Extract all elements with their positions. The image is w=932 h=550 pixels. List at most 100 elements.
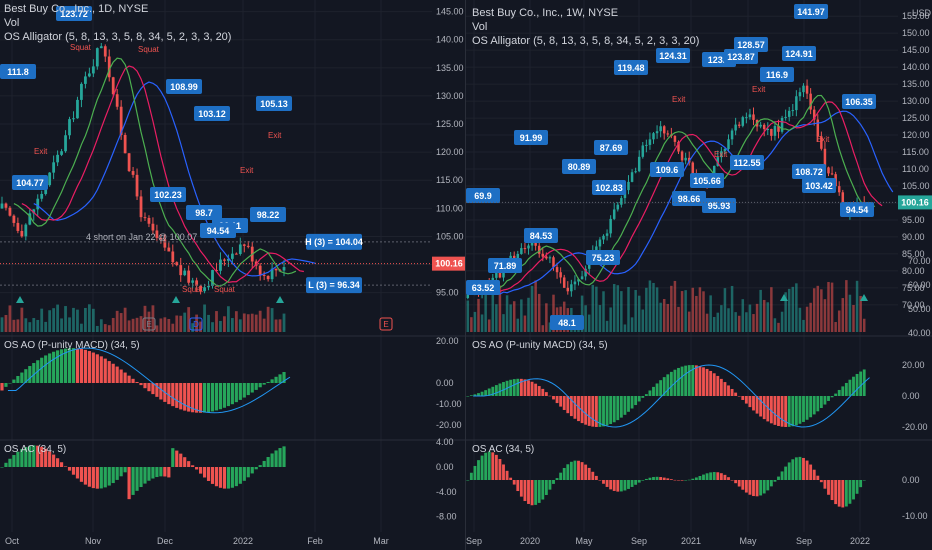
candle[interactable] — [76, 99, 79, 119]
swing-price-label[interactable] — [488, 258, 522, 273]
candle[interactable] — [151, 223, 155, 231]
candle[interactable] — [659, 126, 662, 132]
candle[interactable] — [211, 270, 214, 286]
candle[interactable] — [4, 203, 8, 208]
daily-ac-label[interactable]: OS AC (34, 5) — [4, 444, 67, 455]
candle[interactable] — [580, 276, 584, 280]
candle[interactable] — [820, 136, 823, 149]
candle[interactable] — [56, 154, 59, 163]
candle[interactable] — [207, 285, 210, 288]
swing-price-label[interactable] — [792, 164, 826, 179]
candle[interactable] — [598, 239, 602, 247]
candle[interactable] — [641, 145, 645, 157]
swing-price-label[interactable] — [782, 46, 816, 61]
candle[interactable] — [495, 272, 498, 278]
candle[interactable] — [662, 126, 666, 134]
candle[interactable] — [183, 270, 187, 276]
candle[interactable] — [595, 246, 598, 251]
weekly-ac-label[interactable]: OS AC (34, 5) — [472, 444, 535, 455]
candle[interactable] — [72, 118, 75, 120]
candle[interactable] — [630, 172, 634, 182]
swing-price-label[interactable] — [466, 280, 500, 295]
candle[interactable] — [712, 165, 716, 177]
candle[interactable] — [234, 253, 238, 255]
candle[interactable] — [87, 73, 91, 77]
candle[interactable] — [115, 94, 119, 107]
candle[interactable] — [99, 46, 103, 49]
swing-price-label[interactable] — [466, 188, 500, 203]
candle[interactable] — [266, 275, 270, 280]
candle[interactable] — [827, 167, 830, 174]
candle[interactable] — [791, 110, 795, 112]
candle[interactable] — [8, 207, 12, 216]
candle[interactable] — [143, 217, 147, 219]
candle[interactable] — [748, 114, 752, 118]
candle[interactable] — [666, 133, 670, 135]
candle[interactable] — [548, 257, 552, 259]
candle[interactable] — [230, 253, 234, 259]
weekly-indicator-label[interactable]: OS Alligator (5, 8, 13, 3, 5, 8, 34, 5, … — [472, 35, 700, 47]
candle[interactable] — [24, 224, 28, 237]
candle[interactable] — [28, 213, 32, 225]
candle[interactable] — [841, 192, 845, 209]
candle[interactable] — [12, 215, 16, 223]
candle[interactable] — [171, 251, 175, 263]
candle[interactable] — [227, 258, 230, 261]
daily-vol-label[interactable]: Vol — [4, 17, 20, 29]
weekly-chart-panel[interactable]: 70.0075.0080.0085.0090.0095.00100.00105.… — [466, 0, 932, 550]
candle[interactable] — [559, 272, 562, 278]
candle[interactable] — [680, 151, 684, 161]
candle[interactable] — [605, 233, 609, 236]
swing-price-label[interactable] — [734, 37, 768, 52]
weekly-ao-label[interactable]: OS AO (P-unity MACD) (34, 5) — [472, 340, 608, 351]
candle[interactable] — [770, 129, 773, 136]
candle[interactable] — [691, 162, 695, 174]
candle[interactable] — [652, 133, 655, 140]
swing-price-label[interactable] — [550, 315, 584, 330]
candle[interactable] — [36, 198, 40, 210]
candle[interactable] — [238, 244, 242, 254]
candle[interactable] — [95, 48, 99, 67]
candle[interactable] — [68, 119, 71, 136]
candle[interactable] — [805, 85, 809, 94]
swing-price-label[interactable] — [256, 96, 292, 111]
level-h-line-tag[interactable] — [306, 233, 362, 250]
daily-title[interactable]: Best Buy Co., Inc., 1D, NYSE — [4, 3, 149, 15]
candle[interactable] — [616, 204, 620, 210]
candle[interactable] — [762, 124, 766, 130]
candle[interactable] — [223, 259, 226, 261]
candle[interactable] — [80, 83, 83, 100]
candle[interactable] — [64, 135, 67, 152]
daily-indicator-label[interactable]: OS Alligator (5, 8, 13, 3, 5, 8, 34, 5, … — [4, 31, 232, 43]
candle[interactable] — [203, 287, 206, 292]
candle[interactable] — [562, 277, 566, 288]
panel-divider[interactable] — [465, 0, 466, 550]
candle[interactable] — [199, 285, 202, 292]
swing-price-label[interactable] — [794, 4, 828, 19]
candle[interactable] — [655, 131, 659, 134]
swing-price-label[interactable] — [724, 49, 758, 64]
candle[interactable] — [242, 244, 246, 246]
candle[interactable] — [577, 279, 580, 282]
candle[interactable] — [837, 186, 841, 193]
swing-price-label[interactable] — [840, 202, 874, 217]
swing-price-label[interactable] — [186, 205, 222, 220]
candle[interactable] — [131, 171, 135, 175]
candle[interactable] — [798, 92, 802, 97]
candle[interactable] — [103, 46, 107, 57]
candle[interactable] — [139, 196, 143, 218]
swing-price-label[interactable] — [524, 228, 558, 243]
candle[interactable] — [720, 151, 723, 158]
candle[interactable] — [777, 126, 780, 132]
candle[interactable] — [187, 270, 191, 283]
event-badge[interactable] — [189, 317, 203, 331]
candle[interactable] — [191, 280, 195, 283]
swing-price-label[interactable] — [650, 162, 684, 177]
candle[interactable] — [179, 265, 183, 276]
candle[interactable] — [677, 141, 680, 152]
swing-price-label[interactable] — [194, 106, 230, 121]
candle[interactable] — [215, 270, 218, 272]
candle[interactable] — [741, 117, 745, 126]
candle[interactable] — [155, 230, 159, 238]
swing-price-label[interactable] — [690, 173, 724, 188]
